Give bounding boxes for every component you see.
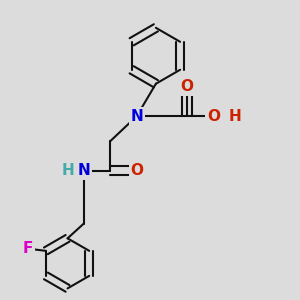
Text: H: H (228, 109, 241, 124)
Text: N: N (130, 109, 143, 124)
Text: O: O (130, 163, 143, 178)
Text: O: O (207, 109, 220, 124)
Text: H: H (61, 163, 74, 178)
Text: F: F (22, 241, 33, 256)
Text: N: N (77, 163, 90, 178)
Text: O: O (180, 79, 193, 94)
